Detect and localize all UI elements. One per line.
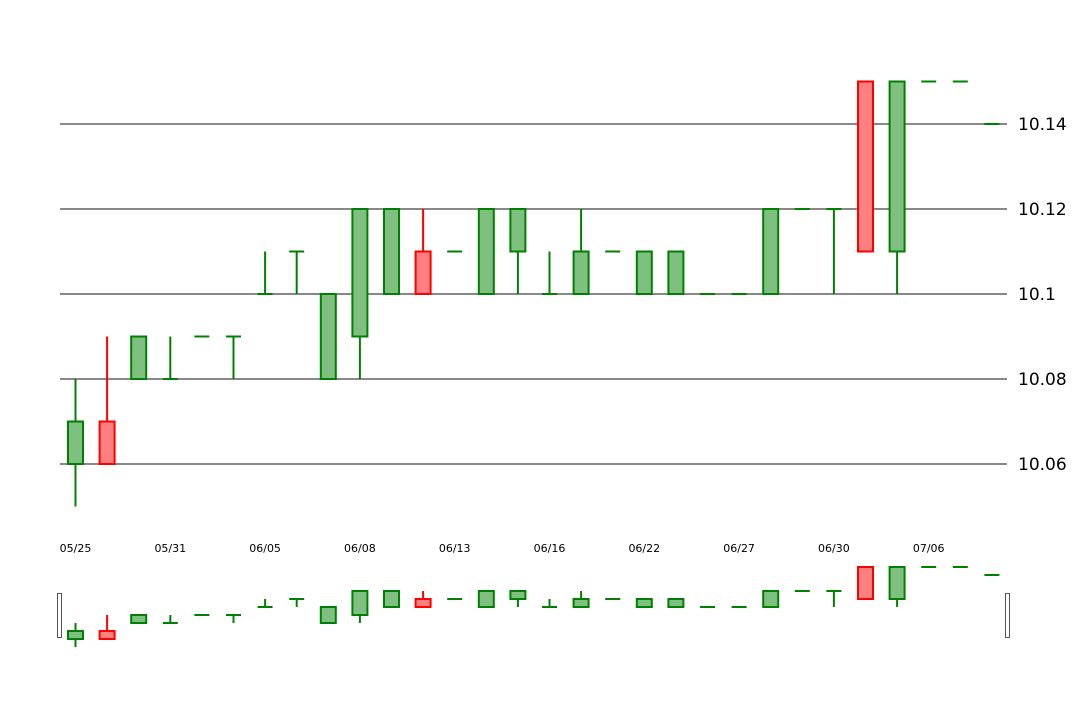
candle-body bbox=[351, 590, 369, 616]
candle-body bbox=[635, 598, 653, 608]
candle-body bbox=[888, 566, 906, 600]
candle bbox=[477, 208, 495, 295]
navigator-left-handle[interactable] bbox=[57, 593, 62, 638]
main-candles bbox=[67, 80, 1000, 507]
y-tick-labels: 10.06 10.08 10.1 10.12 10.14 bbox=[1018, 115, 1067, 475]
candle bbox=[888, 80, 906, 294]
candle-body bbox=[98, 630, 116, 640]
y-tick-label: 10.14 bbox=[1018, 115, 1067, 135]
candle-body bbox=[857, 566, 874, 600]
candle-body bbox=[414, 250, 432, 295]
navigator-candle bbox=[162, 615, 178, 624]
candle-body bbox=[319, 606, 337, 624]
candle-body bbox=[509, 208, 527, 253]
candle-body bbox=[383, 590, 400, 608]
x-tick-label: 05/31 bbox=[154, 542, 186, 555]
navigator-candle bbox=[98, 615, 116, 640]
navigator-candle bbox=[762, 590, 780, 608]
candle-body bbox=[130, 614, 148, 624]
candle bbox=[162, 336, 178, 380]
navigator-candle bbox=[130, 614, 148, 624]
x-tick-label: 06/30 bbox=[818, 542, 850, 555]
candle-body bbox=[667, 598, 685, 608]
navigator-candle bbox=[257, 599, 273, 608]
candle bbox=[572, 209, 590, 295]
candle bbox=[667, 250, 685, 295]
y-tick-label: 10.06 bbox=[1018, 455, 1067, 475]
navigator-candle bbox=[289, 598, 305, 607]
candle-body bbox=[67, 420, 84, 465]
candle bbox=[319, 293, 337, 380]
navigator-candle bbox=[572, 591, 590, 608]
y-tick-label: 10.12 bbox=[1018, 200, 1067, 220]
candle-body bbox=[477, 590, 495, 608]
candle bbox=[857, 80, 874, 253]
x-tick-labels: 05/25 05/31 06/05 06/08 06/13 06/16 06/22 06/27… bbox=[60, 542, 945, 555]
x-tick-label: 06/13 bbox=[439, 542, 471, 555]
navigator-candle bbox=[826, 590, 842, 607]
candle-body bbox=[477, 208, 495, 295]
candle bbox=[67, 379, 84, 507]
grid-lines bbox=[60, 123, 1007, 465]
candle bbox=[351, 208, 369, 379]
navigator-candle bbox=[351, 590, 369, 623]
navigator-candle bbox=[509, 590, 527, 607]
candle-body bbox=[414, 598, 432, 608]
x-tick-label: 06/16 bbox=[534, 542, 566, 555]
navigator-candle bbox=[226, 614, 241, 623]
candle bbox=[826, 208, 842, 294]
x-tick-label: 05/25 bbox=[60, 542, 92, 555]
navigator-candle bbox=[542, 599, 557, 608]
candle bbox=[635, 250, 653, 295]
range-navigator[interactable] bbox=[57, 566, 1010, 647]
candle bbox=[257, 251, 273, 295]
candle bbox=[226, 335, 241, 379]
navigator-right-handle[interactable] bbox=[1005, 593, 1010, 638]
navigator-candle bbox=[888, 566, 906, 607]
candle bbox=[289, 250, 305, 294]
x-tick-label: 06/05 bbox=[249, 542, 281, 555]
candle-body bbox=[383, 208, 400, 295]
candle bbox=[130, 335, 148, 380]
navigator-candle bbox=[857, 566, 874, 600]
candle bbox=[762, 208, 780, 295]
candle-body bbox=[509, 590, 527, 600]
candle-body bbox=[857, 80, 874, 253]
candle-body bbox=[67, 630, 84, 640]
candle bbox=[98, 336, 116, 465]
y-tick-label: 10.08 bbox=[1018, 370, 1067, 390]
candle bbox=[414, 209, 432, 295]
candle-body bbox=[762, 590, 780, 608]
x-tick-label: 07/06 bbox=[913, 542, 945, 555]
navigator-candle bbox=[667, 598, 685, 608]
candle bbox=[383, 208, 400, 295]
candle-body bbox=[762, 208, 780, 295]
x-tick-label: 06/08 bbox=[344, 542, 376, 555]
candle-body bbox=[130, 335, 148, 380]
candle-body bbox=[888, 80, 906, 253]
navigator-candle bbox=[67, 623, 84, 647]
candle-body bbox=[351, 208, 369, 338]
x-tick-label: 06/22 bbox=[628, 542, 660, 555]
candle bbox=[542, 251, 557, 295]
candle-body bbox=[635, 250, 653, 295]
navigator-candle bbox=[414, 591, 432, 608]
navigator-candle bbox=[383, 590, 400, 608]
candle-body bbox=[319, 293, 337, 380]
candle bbox=[509, 208, 527, 294]
navigator-candle bbox=[477, 590, 495, 608]
candle-body bbox=[572, 250, 590, 295]
y-tick-label: 10.1 bbox=[1018, 285, 1056, 305]
candle-body bbox=[572, 598, 590, 608]
navigator-candle bbox=[319, 606, 337, 624]
x-tick-label: 06/27 bbox=[723, 542, 755, 555]
candle-body bbox=[667, 250, 685, 295]
navigator-candle bbox=[635, 598, 653, 608]
candle-body bbox=[98, 420, 116, 465]
